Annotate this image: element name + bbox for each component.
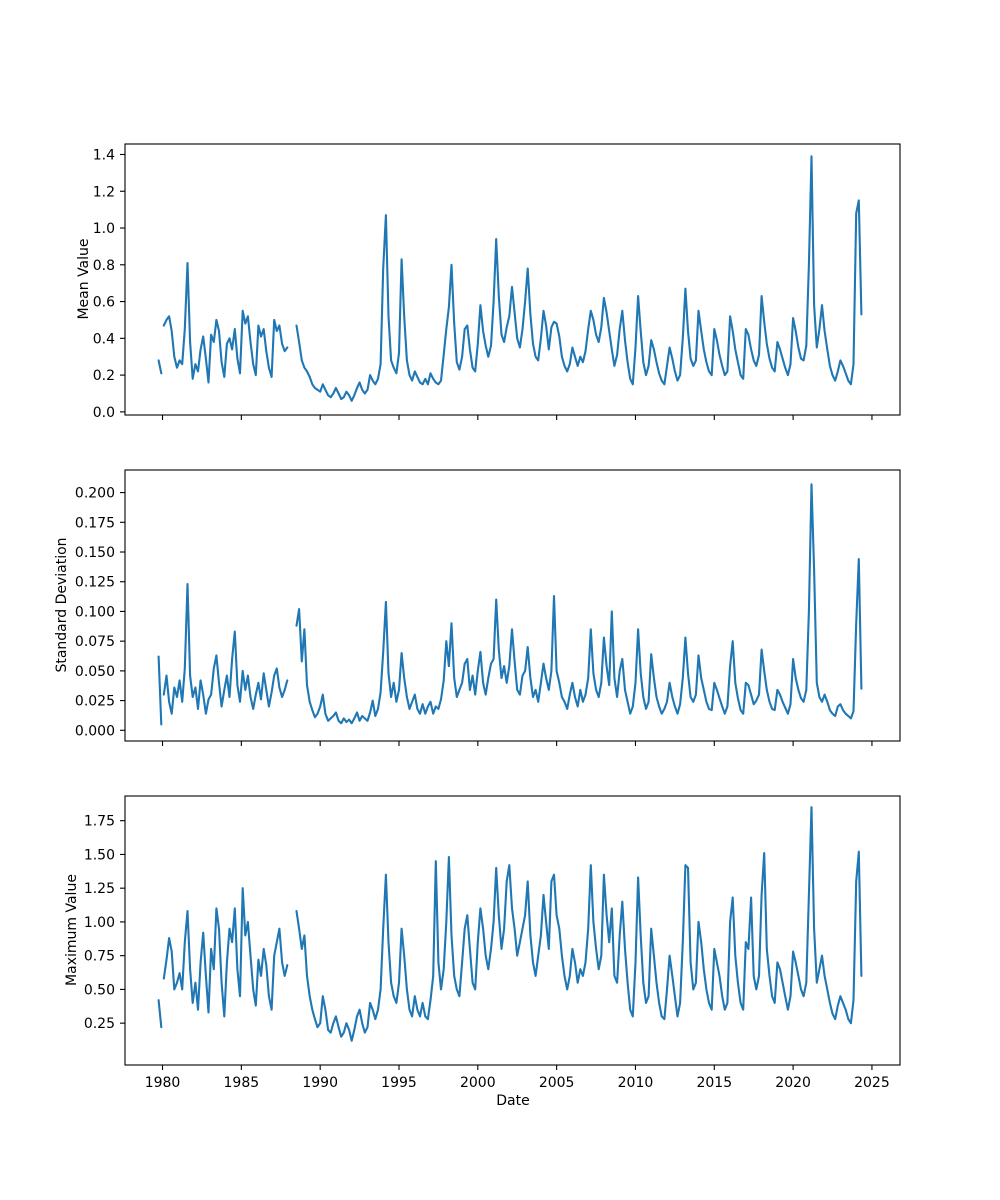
x-tick-label: 2005 bbox=[539, 1075, 575, 1091]
y-tick-label: 0.050 bbox=[75, 664, 115, 680]
x-tick-label: 1990 bbox=[302, 1075, 338, 1091]
y-tick-label: 1.0 bbox=[93, 221, 115, 237]
y-axis-label-std: Standard Deviation bbox=[54, 537, 70, 673]
y-tick-label: 0.125 bbox=[75, 575, 115, 591]
y-tick-label: 0.200 bbox=[75, 486, 115, 502]
y-tick-label: 0.0 bbox=[93, 405, 115, 421]
subplot-std: 0.000 0.025 0.050 0.075 0.100 0.125 0.150 0.175… bbox=[75, 469, 901, 746]
y-tick-label: 0.6 bbox=[93, 295, 115, 311]
x-tick-label: 2015 bbox=[696, 1075, 732, 1091]
y-tick-label: 0.25 bbox=[84, 1016, 115, 1032]
y-tick-label: 1.4 bbox=[93, 147, 115, 163]
series-line-std bbox=[157, 655, 163, 726]
series-line-max bbox=[162, 887, 289, 1018]
x-tick-label: 2025 bbox=[854, 1075, 890, 1091]
x-tick-label: 1995 bbox=[381, 1075, 417, 1091]
y-tick-label: 0.150 bbox=[75, 545, 115, 561]
x-tick-label: 1985 bbox=[224, 1075, 260, 1091]
series-line-max bbox=[295, 806, 863, 1042]
y-tick-label: 0.8 bbox=[93, 258, 115, 274]
y-tick-label: 1.50 bbox=[84, 847, 115, 863]
y-tick-label: 0.075 bbox=[75, 634, 115, 650]
y-axis-label-max: Maximum Value bbox=[64, 874, 80, 986]
series-line-std bbox=[162, 583, 289, 715]
y-tick-label: 0.2 bbox=[93, 368, 115, 384]
x-tick-label: 2000 bbox=[460, 1075, 496, 1091]
y-tick-label: 0.025 bbox=[75, 694, 115, 710]
plot-frame bbox=[124, 469, 901, 742]
y-tick-label: 1.25 bbox=[84, 881, 115, 897]
subplot-max: 0.25 0.50 0.75 1.00 1.25 1.50 1.75 1980 1985 1990… bbox=[84, 795, 901, 1091]
y-tick-label: 1.2 bbox=[93, 184, 115, 200]
subplot-mean: 0.0 0.2 0.4 0.6 0.8 1.0 1.2 1.4 bbox=[93, 143, 901, 421]
series-line-max bbox=[157, 999, 163, 1029]
y-tick-label: 1.75 bbox=[84, 814, 115, 830]
y-axis-label-mean: Mean Value bbox=[76, 238, 92, 320]
series-line-mean bbox=[162, 261, 289, 384]
series-line-std bbox=[295, 483, 863, 725]
y-tick-label: 0.75 bbox=[84, 949, 115, 965]
y-tick-label: 0.50 bbox=[84, 982, 115, 998]
y-tick-label: 0.175 bbox=[75, 515, 115, 531]
plot-frame bbox=[124, 143, 901, 416]
y-tick-label: 1.00 bbox=[84, 915, 115, 931]
series-line-mean bbox=[295, 155, 863, 402]
y-tick-label: 0.100 bbox=[75, 604, 115, 620]
y-tick-label: 0.4 bbox=[93, 331, 115, 347]
x-axis-label: Date bbox=[496, 1093, 530, 1109]
series-line-mean bbox=[157, 359, 163, 375]
x-tick-label: 2010 bbox=[618, 1075, 654, 1091]
y-tick-label: 0.000 bbox=[75, 723, 115, 739]
x-tick-label: 1980 bbox=[145, 1075, 181, 1091]
x-tick-label: 2020 bbox=[775, 1075, 811, 1091]
plot-frame bbox=[124, 795, 901, 1066]
